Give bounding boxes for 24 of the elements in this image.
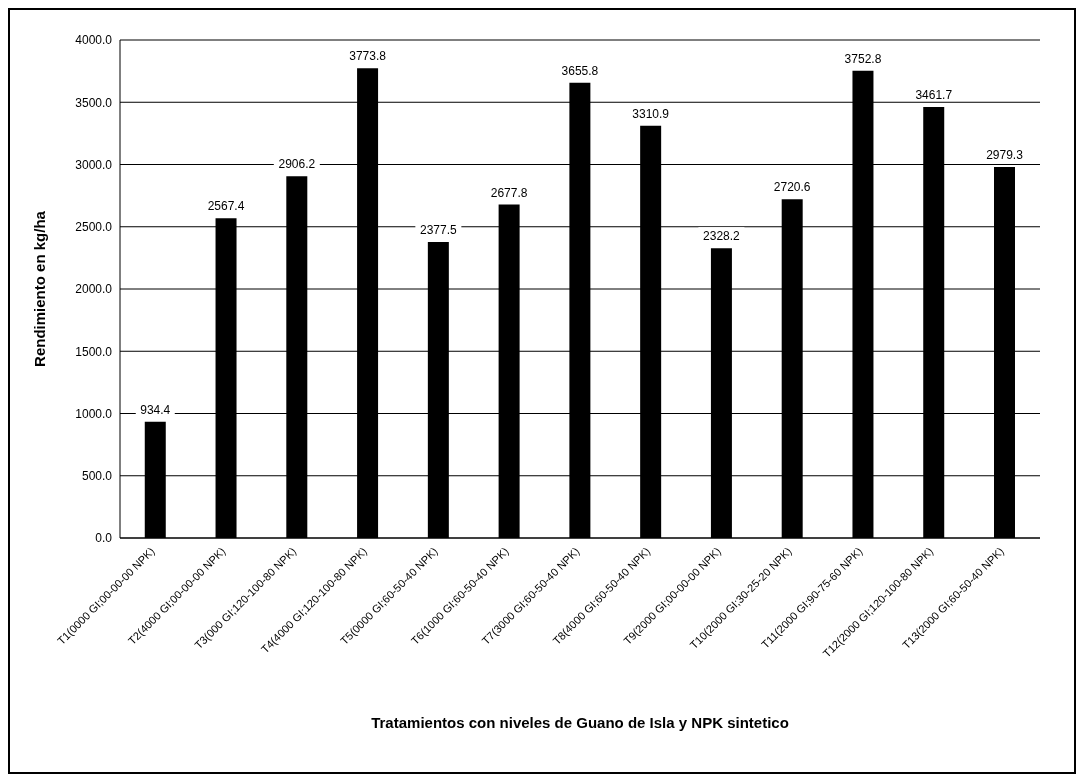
y-tick-label: 3500.0 (75, 95, 113, 110)
y-tick-label: 1000.0 (75, 406, 113, 421)
x-axis-title: Tratamientos con niveles de Guano de Isla y NPK sintetico (371, 714, 789, 731)
data-label: 3773.8 (349, 49, 387, 64)
data-label: 2906.2 (278, 157, 316, 172)
y-axis-title: Rendimiento en kg/ha (31, 210, 49, 367)
y-tick-label: 1500.0 (75, 344, 113, 359)
data-label: 3752.8 (844, 51, 882, 66)
y-tick-label: 0.0 (95, 531, 113, 546)
data-label: 3655.8 (561, 63, 599, 78)
y-tick-label: 4000.0 (75, 33, 113, 48)
data-label: 3461.7 (915, 88, 953, 103)
data-label: 3310.9 (632, 106, 670, 121)
data-label: 2377.5 (419, 223, 458, 237)
data-label: 2328.2 (703, 229, 741, 244)
y-tick-label: 3000.0 (75, 157, 113, 172)
data-label: 2567.4 (207, 199, 245, 214)
data-label: 2979.3 (986, 148, 1024, 163)
y-tick-label: 2500.0 (75, 220, 113, 235)
data-label: 2720.6 (773, 180, 811, 195)
y-tick-label: 2000.0 (75, 282, 113, 297)
data-label: 2677.8 (490, 185, 528, 200)
y-tick-label: 500.0 (81, 469, 113, 484)
data-label: 934.4 (140, 402, 171, 417)
